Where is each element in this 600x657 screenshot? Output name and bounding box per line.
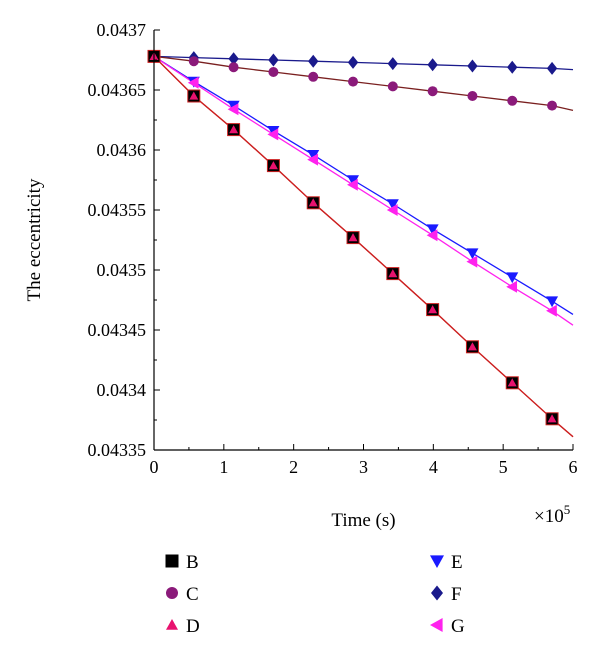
axes: 0 1 2 3 4 5 6 0.04335 0.0434 0.04345 0.0435 0.04355… [88, 20, 578, 477]
data-point-F [228, 52, 239, 66]
data-point-F [347, 55, 359, 69]
y-tick-label: 0.04355 [88, 200, 147, 220]
x-tick-label: 6 [569, 457, 578, 477]
data-point-F [268, 53, 279, 67]
data-point-F [507, 60, 518, 74]
data-point-G [347, 178, 358, 191]
x-tick-label: 3 [359, 457, 368, 477]
data-point-C [427, 86, 438, 97]
data-point-F [467, 59, 478, 73]
data-point-D [348, 233, 358, 242]
legend-marker-B [165, 554, 179, 568]
x-tick-label: 0 [150, 457, 159, 477]
data-point-E [506, 272, 519, 284]
legend-marker-E [430, 555, 444, 568]
data-point-D [547, 414, 557, 423]
y-tick-label: 0.04335 [88, 440, 147, 460]
data-point-D [428, 305, 438, 314]
x-tick-label: 2 [289, 457, 298, 477]
data-point-D [467, 342, 477, 351]
data-point-C [467, 91, 478, 101]
x-axis-title: Time (s) [331, 510, 395, 531]
legend-label-G: G [451, 616, 465, 637]
legend-marker-F [431, 585, 443, 601]
legend-label-F: F [451, 584, 462, 605]
data-point-D [388, 269, 398, 278]
legend-label-B: B [186, 552, 199, 573]
data-point-E [546, 296, 559, 308]
data-point-G [506, 280, 518, 293]
y-tick-label: 0.0437 [97, 20, 147, 40]
legend-marker-C [166, 587, 178, 599]
data-point-E [386, 199, 399, 210]
data-point-G [426, 229, 438, 242]
legend-marker-G [430, 618, 443, 632]
data-point-G [267, 128, 279, 141]
data-point-D [507, 378, 517, 387]
data-point-F [308, 54, 319, 68]
data-point-C [348, 76, 359, 87]
y-tick-label: 0.0435 [97, 260, 147, 280]
data-point-E [466, 248, 479, 260]
data-point-E [426, 224, 439, 236]
x-axis-multiplier-exponent: 5 [564, 502, 571, 517]
data-point-F [387, 57, 399, 71]
x-tick-label: 1 [219, 457, 228, 477]
plot-area [147, 49, 574, 438]
data-point-D [268, 161, 278, 170]
data-point-D [229, 125, 239, 134]
data-point-D [189, 91, 199, 100]
data-point-F [427, 58, 438, 72]
legend-label-E: E [451, 552, 463, 573]
y-axis-title: The eccentricity [24, 178, 45, 301]
data-point-C [188, 56, 199, 67]
series-line-C [153, 55, 574, 112]
legend: BCD EFG [165, 552, 465, 637]
y-tick-label: 0.0434 [97, 380, 147, 400]
data-point-G [227, 103, 239, 116]
data-point-D [308, 198, 318, 207]
data-point-E [347, 175, 360, 186]
legend-label-C: C [186, 584, 199, 605]
series-line-E [153, 55, 574, 315]
y-tick-label: 0.04365 [88, 80, 147, 100]
x-tick-label: 4 [429, 457, 438, 477]
data-point-C [507, 95, 518, 106]
data-point-C [308, 71, 319, 82]
series-line-F [153, 55, 574, 71]
series-line-D [153, 55, 574, 438]
series-line-G [153, 55, 574, 326]
data-point-C [547, 100, 558, 111]
data-point-G [307, 153, 319, 166]
legend-label-D: D [186, 616, 200, 637]
data-point-G [546, 304, 557, 317]
data-point-G [187, 76, 199, 89]
x-axis-multiplier: ×105 [534, 502, 570, 527]
data-point-C [268, 67, 279, 77]
data-point-F [546, 61, 558, 75]
data-point-G [466, 255, 478, 268]
y-tick-label: 0.04345 [88, 320, 147, 340]
y-tick-label: 0.0436 [97, 140, 147, 160]
data-point-G [386, 204, 398, 216]
legend-marker-D [166, 619, 178, 630]
x-tick-label: 5 [499, 457, 508, 477]
data-point-C [228, 62, 239, 73]
data-point-E [307, 150, 320, 161]
data-point-C [387, 81, 398, 92]
